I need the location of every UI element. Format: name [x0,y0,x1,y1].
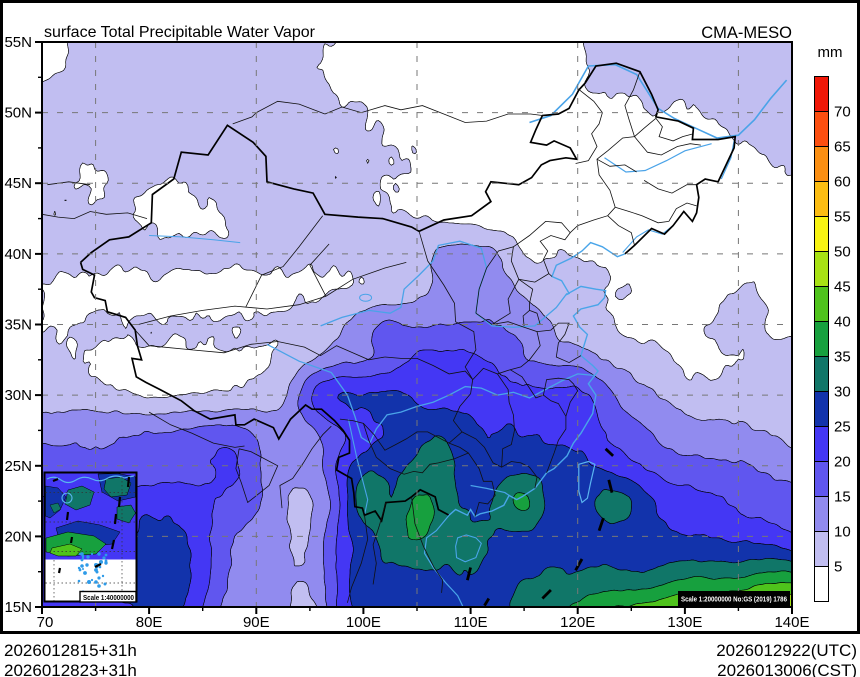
svg-text:Scale 1:20000000 No:GS (2019): Scale 1:20000000 No:GS (2019) 1786 [681,595,787,604]
svg-text:45N: 45N [4,175,32,192]
svg-text:35N: 35N [4,317,32,334]
svg-text:30N: 30N [4,387,32,404]
svg-text:40: 40 [834,314,851,331]
svg-text:25N: 25N [4,458,32,475]
svg-text:35: 35 [834,349,851,366]
svg-text:55: 55 [834,209,851,226]
svg-text:CMA-MESO: CMA-MESO [701,24,792,42]
svg-text:55N: 55N [4,34,32,51]
svg-text:2026012815+31h: 2026012815+31h [4,641,137,660]
svg-text:20: 20 [834,454,851,471]
svg-text:mm: mm [818,44,843,61]
svg-text:65: 65 [834,139,851,156]
svg-text:40N: 40N [4,246,32,263]
svg-text:45: 45 [834,279,851,296]
svg-text:120E: 120E [560,614,595,631]
svg-text:100E: 100E [346,614,381,631]
svg-text:130E: 130E [667,614,702,631]
svg-text:2026012922(UTC): 2026012922(UTC) [716,641,857,660]
svg-text:15: 15 [834,489,851,506]
svg-text:25: 25 [834,419,851,436]
svg-text:60: 60 [834,174,851,191]
svg-text:70: 70 [834,104,851,121]
svg-text:80E: 80E [136,614,163,631]
svg-text:140E: 140E [774,614,809,631]
svg-text:50: 50 [834,244,851,261]
svg-text:30: 30 [834,384,851,401]
svg-text:10: 10 [834,524,851,541]
svg-text:70: 70 [37,614,54,631]
svg-text:20N: 20N [4,528,32,545]
svg-text:surface Total Precipitable Wat: surface Total Precipitable Water Vapor [44,24,316,41]
svg-text:50N: 50N [4,105,32,122]
svg-text:15N: 15N [4,599,32,616]
svg-text:Scale 1:40000000: Scale 1:40000000 [83,593,134,602]
svg-text:110E: 110E [454,614,488,631]
svg-text:90E: 90E [243,614,270,631]
svg-text:2026013006(CST): 2026013006(CST) [717,661,857,677]
svg-text:2026012823+31h: 2026012823+31h [4,661,137,677]
svg-text:5: 5 [834,559,842,576]
